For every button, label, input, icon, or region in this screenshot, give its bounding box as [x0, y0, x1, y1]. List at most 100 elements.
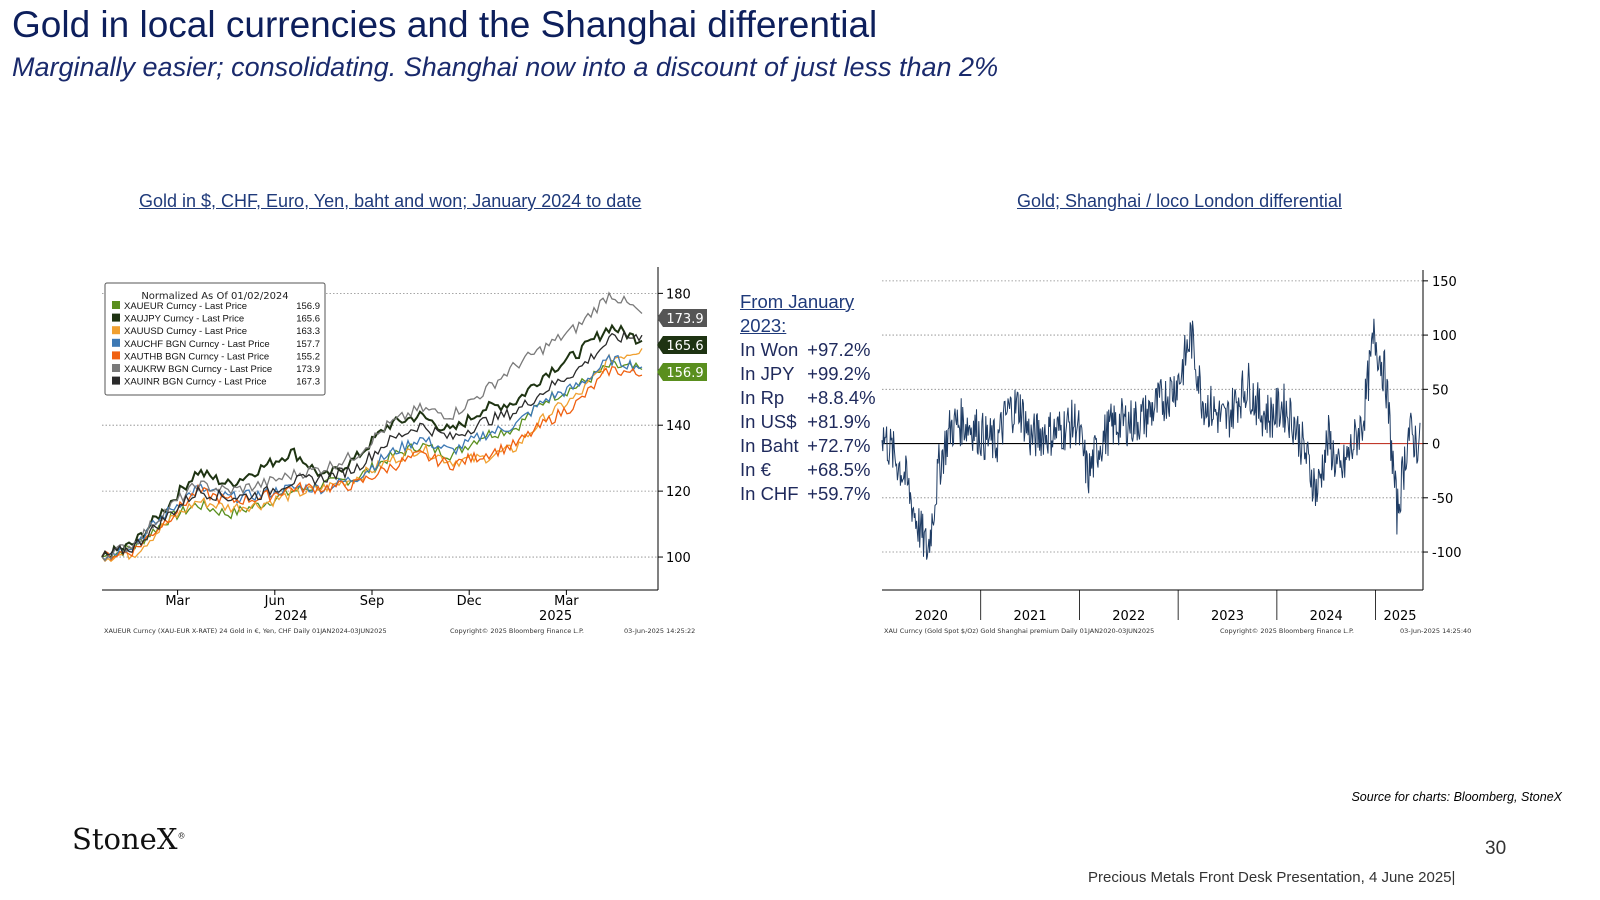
performance-heading: From January — [740, 291, 855, 312]
legend-value: 165.6 — [296, 314, 320, 325]
performance-label: In US$ — [740, 411, 797, 432]
y-tick-label: 100 — [666, 551, 691, 566]
legend-swatch — [112, 351, 120, 360]
performance-value: +97.2% — [807, 339, 871, 360]
series-line — [101, 291, 643, 562]
performance-value: +99.2% — [807, 363, 871, 384]
page-subtitle: Marginally easier; consolidating. Shangh… — [12, 52, 999, 82]
performance-label: In CHF — [740, 483, 799, 504]
series-line — [101, 330, 643, 558]
x-tick-label: 2025 — [1383, 609, 1416, 624]
legend-label: XAUEUR Curncy - Last Price — [124, 301, 247, 312]
y-tick-label: 180 — [666, 287, 691, 302]
left-chart-copyright: Copyright© 2025 Bloomberg Finance L.P. — [450, 627, 584, 635]
value-tag — [657, 363, 707, 381]
value-tag-label: 165.6 — [666, 339, 703, 354]
chart-legend: Normalized As Of 01/02/2024 XAUEUR Curnc… — [104, 282, 326, 396]
performance-label: In € — [740, 459, 771, 480]
performance-row: In Rp +8.8.4% — [740, 386, 876, 410]
x-year-label: 2024 — [274, 609, 307, 624]
y-tick-label: 50 — [1432, 383, 1449, 398]
right-chart-copyright: Copyright© 2025 Bloomberg Finance L.P. — [1220, 627, 1354, 635]
x-tick-label: Mar — [554, 594, 579, 609]
x-year-label: 2025 — [539, 609, 572, 624]
legend-label: XAUKRW BGN Curncy - Last Price — [124, 364, 272, 375]
legend-swatch — [112, 338, 120, 347]
registered-mark: ® — [177, 831, 186, 841]
performance-row: In € +68.5% — [740, 458, 876, 482]
differential-line — [881, 318, 1421, 560]
legend-swatch — [112, 301, 120, 309]
x-tick-label: 2022 — [1112, 609, 1145, 624]
legend-label: XAUCHF BGN Curncy - Last Price — [124, 339, 270, 350]
legend-swatch — [112, 376, 120, 385]
legend-swatch — [112, 326, 120, 335]
legend-label: XAUINR BGN Curncy - Last Price — [124, 377, 267, 388]
x-tick-label: Sep — [360, 594, 385, 609]
right-chart-title: Gold; Shanghai / loco London differentia… — [1017, 191, 1342, 211]
y-tick-label: -50 — [1432, 492, 1453, 507]
legend-value: 167.3 — [296, 377, 320, 388]
series-line — [101, 353, 643, 561]
performance-row: In US$ +81.9% — [740, 410, 876, 434]
right-chart-footer: XAU Curncy (Gold Spot $/Oz) Gold Shangha… — [884, 627, 1154, 635]
left-chart-footer: XAUEUR Curncy (XAU-EUR X-RATE) 24 Gold i… — [104, 627, 387, 635]
chart-source: Source for charts: Bloomberg, StoneX — [1351, 790, 1562, 804]
series-line — [101, 348, 643, 563]
performance-summary: From January 2023: In Won +97.2% In JPY +… — [740, 290, 876, 506]
y-tick-label: 150 — [1432, 275, 1457, 290]
value-tag — [657, 309, 707, 327]
performance-row: In JPY +99.2% — [740, 362, 876, 386]
x-tick-label: 2023 — [1211, 609, 1244, 624]
left-chart-timestamp: 03-Jun-2025 14:25:22 — [624, 627, 695, 635]
gold-currencies-chart: 100 120 140 180 Mar Jun Sep Dec Mar 2024 2025 173… — [100, 265, 715, 645]
x-tick-label: Mar — [165, 594, 190, 609]
performance-label: In Baht — [740, 435, 799, 456]
legend-title: Normalized As Of 01/02/2024 — [141, 291, 288, 302]
value-tag-label: 173.9 — [666, 312, 703, 327]
performance-heading-year: 2023: — [740, 315, 787, 336]
legend-label: XAUTHB BGN Curncy - Last Price — [124, 351, 269, 362]
presentation-footer: Precious Metals Front Desk Presentation,… — [1088, 869, 1456, 886]
performance-value: +8.8.4% — [807, 387, 876, 408]
page-number: 30 — [1485, 838, 1507, 859]
performance-row: In CHF +59.7% — [740, 482, 876, 506]
stonex-logo: StoneX® — [72, 822, 185, 856]
performance-value: +72.7% — [807, 435, 871, 456]
x-tick-label: 2021 — [1014, 609, 1047, 624]
series-line — [101, 365, 643, 561]
logo-text: StoneX — [72, 822, 178, 856]
legend-value: 156.9 — [296, 301, 320, 312]
legend-swatch — [112, 364, 120, 372]
shanghai-differential-chart: 150 100 50 0 -50 -100 2020 2021 2022 2023 2024 202… — [880, 268, 1495, 648]
y-tick-label: 0 — [1432, 438, 1440, 453]
legend-label: XAUUSD Curncy - Last Price — [124, 326, 247, 337]
left-chart-title: Gold in $, CHF, Euro, Yen, baht and won;… — [139, 191, 642, 211]
performance-value: +68.5% — [807, 459, 871, 480]
series-line — [101, 323, 643, 561]
y-tick-label: -100 — [1432, 546, 1462, 561]
performance-value: +81.9% — [807, 411, 871, 432]
legend-swatch — [112, 313, 120, 322]
y-tick-label: 100 — [1432, 329, 1457, 344]
legend-value: 157.7 — [296, 339, 320, 350]
legend-value: 173.9 — [296, 364, 320, 375]
x-tick-label: 2024 — [1310, 609, 1343, 624]
x-tick-label: Jun — [264, 594, 285, 609]
y-tick-label: 140 — [666, 419, 691, 434]
performance-label: In Won — [740, 339, 799, 360]
performance-label: In JPY — [740, 363, 795, 384]
value-tag — [657, 336, 707, 354]
value-tag-label: 156.9 — [666, 366, 703, 381]
legend-label: XAUJPY Curncy - Last Price — [124, 314, 244, 325]
right-chart-timestamp: 03-Jun-2025 14:25:40 — [1400, 627, 1471, 635]
x-tick-label: Dec — [457, 594, 482, 609]
performance-row: In Won +97.2% — [740, 338, 876, 362]
x-tick-label: 2020 — [915, 609, 948, 624]
performance-label: In Rp — [740, 387, 785, 408]
performance-row: In Baht +72.7% — [740, 434, 876, 458]
y-tick-label: 120 — [666, 485, 691, 500]
legend-value: 155.2 — [296, 351, 320, 362]
page-title: Gold in local currencies and the Shangha… — [12, 4, 878, 45]
legend-value: 163.3 — [296, 326, 320, 337]
